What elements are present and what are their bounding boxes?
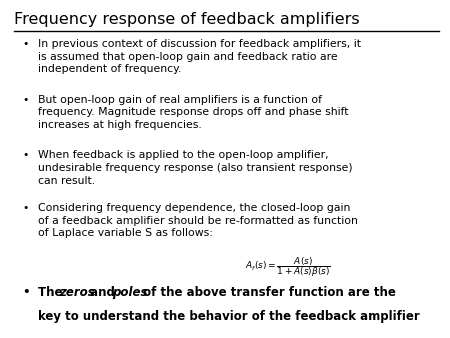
Text: poles: poles: [112, 286, 148, 298]
Text: •: •: [22, 95, 29, 105]
Text: The: The: [38, 286, 67, 298]
Text: In previous context of discussion for feedback amplifiers, it
is assumed that op: In previous context of discussion for fe…: [38, 39, 361, 74]
Text: and: and: [86, 286, 119, 298]
Text: But open-loop gain of real amplifiers is a function of
frequency. Magnitude resp: But open-loop gain of real amplifiers is…: [38, 95, 349, 130]
Text: When feedback is applied to the open-loop amplifier,
undesirable frequency respo: When feedback is applied to the open-loo…: [38, 150, 353, 186]
Text: Frequency response of feedback amplifiers: Frequency response of feedback amplifier…: [14, 12, 359, 27]
Text: •: •: [22, 286, 30, 298]
Text: of the above transfer function are the: of the above transfer function are the: [139, 286, 396, 298]
Text: •: •: [22, 203, 29, 213]
Text: $A_f(s) = \dfrac{A(s)}{1+A(s)\beta(s)}$: $A_f(s) = \dfrac{A(s)}{1+A(s)\beta(s)}$: [245, 255, 331, 279]
Text: •: •: [22, 150, 29, 161]
Text: zeros: zeros: [59, 286, 95, 298]
Text: Considering frequency dependence, the closed-loop gain
of a feedback amplifier s: Considering frequency dependence, the cl…: [38, 203, 358, 238]
Text: •: •: [22, 39, 29, 49]
Text: key to understand the behavior of the feedback amplifier: key to understand the behavior of the fe…: [38, 310, 420, 323]
